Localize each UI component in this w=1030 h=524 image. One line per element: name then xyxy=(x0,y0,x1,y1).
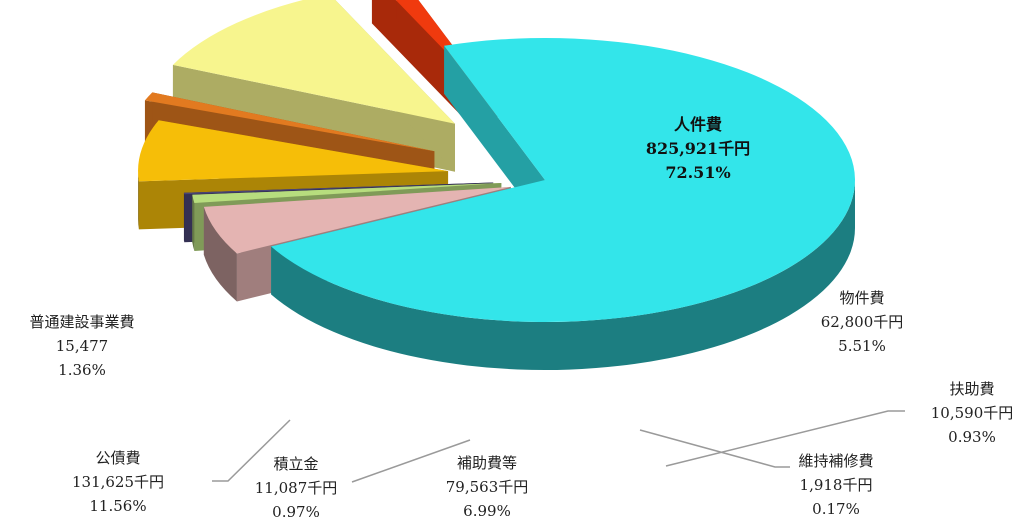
label-ijihoshuhi: 維持補修費 1,918千円 0.17% xyxy=(798,449,873,521)
label-kosaihi-amount: 131,625千円 xyxy=(72,470,164,494)
label-tsumitatekin-name: 積立金 xyxy=(255,452,338,476)
label-tsumitatekin: 積立金 11,087千円 0.97% xyxy=(255,452,338,524)
leader-ijihoshuhi xyxy=(640,430,790,467)
label-bukkenhi: 物件費 62,800千円 5.51% xyxy=(821,286,904,358)
label-jinkenhi-percent: 72.51% xyxy=(646,161,750,185)
label-bukkenhi-name: 物件費 xyxy=(821,286,904,310)
label-futsukensetsu: 普通建設事業費 15,477 1.36% xyxy=(29,310,134,382)
label-tsumitatekin-percent: 0.97% xyxy=(255,500,338,524)
label-kosaihi-name: 公債費 xyxy=(72,446,164,470)
label-fujohi: 扶助費 10,590千円 0.93% xyxy=(931,377,1014,449)
label-hojohito-name: 補助費等 xyxy=(446,451,529,475)
label-ijihoshuhi-amount: 1,918千円 xyxy=(798,473,873,497)
label-hojohito: 補助費等 79,563千円 6.99% xyxy=(446,451,529,523)
label-fujohi-amount: 10,590千円 xyxy=(931,401,1014,425)
label-kosaihi: 公債費 131,625千円 11.56% xyxy=(72,446,164,518)
pie-slices xyxy=(138,0,855,370)
label-jinkenhi-name: 人件費 xyxy=(646,113,750,137)
label-ijihoshuhi-name: 維持補修費 xyxy=(798,449,873,473)
label-fujohi-percent: 0.93% xyxy=(931,425,1014,449)
label-jinkenhi-amount: 825,921千円 xyxy=(646,137,750,161)
label-kosaihi-percent: 11.56% xyxy=(72,494,164,518)
slice-fujohi-rim-0 xyxy=(192,195,194,251)
label-futsukensetsu-name: 普通建設事業費 xyxy=(29,310,134,334)
label-bukkenhi-amount: 62,800千円 xyxy=(821,310,904,334)
label-jinkenhi: 人件費 825,921千円 72.51% xyxy=(646,113,750,185)
label-futsukensetsu-amount: 15,477 xyxy=(29,334,134,358)
label-fujohi-name: 扶助費 xyxy=(931,377,1014,401)
label-tsumitatekin-amount: 11,087千円 xyxy=(255,476,338,500)
label-hojohito-amount: 79,563千円 xyxy=(446,475,529,499)
label-futsukensetsu-percent: 1.36% xyxy=(29,358,134,382)
label-bukkenhi-percent: 5.51% xyxy=(821,334,904,358)
label-hojohito-percent: 6.99% xyxy=(446,499,529,523)
label-ijihoshuhi-percent: 0.17% xyxy=(798,497,873,521)
